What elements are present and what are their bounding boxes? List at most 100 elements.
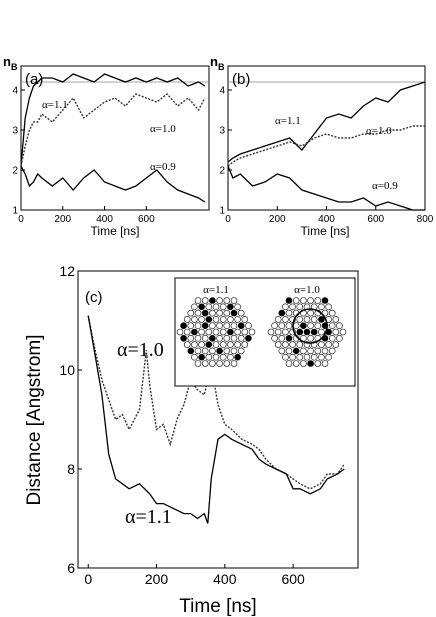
particle: [198, 316, 205, 323]
particle: [285, 334, 293, 342]
particle: [318, 341, 325, 348]
particle: [282, 303, 289, 311]
particle: [245, 322, 252, 330]
particle: [209, 322, 216, 330]
particle: [201, 322, 209, 330]
particle: [227, 341, 234, 348]
particle: [201, 334, 209, 342]
particle: [219, 316, 227, 323]
panel-b-label: (b): [232, 71, 250, 88]
panel-a-ann-a11: α=1.1: [42, 99, 68, 111]
panel-a-frame: [20, 65, 210, 211]
particle: [194, 360, 202, 367]
panel-b-ann-a09: α=0.9: [372, 180, 398, 192]
panel-b-ylabel-sub: B: [218, 62, 225, 72]
particle: [230, 322, 238, 330]
particle: [223, 297, 231, 304]
particle: [230, 334, 238, 342]
particle: [194, 322, 202, 330]
x-tick-label: 200: [54, 214, 71, 225]
particle: [282, 328, 289, 336]
particle: [198, 341, 205, 348]
particle: [274, 316, 282, 323]
particle: [191, 316, 198, 323]
particle: [339, 328, 347, 336]
particle: [307, 347, 314, 355]
particle: [216, 360, 223, 367]
panel-a-ann-a09: α=0.9: [150, 161, 176, 173]
particle: [216, 297, 223, 304]
particle: [216, 347, 223, 355]
x-tick-label: 600: [367, 214, 384, 225]
particle: [289, 341, 296, 348]
panel-b-ylabel: nB: [210, 54, 225, 72]
panel-c-frame: [77, 270, 359, 569]
particle: [300, 360, 307, 367]
particle: [194, 309, 202, 317]
particle: [191, 303, 198, 311]
particle: [296, 316, 304, 323]
particle: [271, 322, 278, 330]
particle: [307, 309, 314, 317]
particle: [234, 303, 241, 311]
particle: [292, 360, 300, 367]
particle: [212, 316, 220, 323]
particle: [285, 309, 293, 317]
particle: [230, 297, 238, 304]
series-line-1: [87, 315, 345, 490]
particle: [328, 309, 336, 317]
particle: [223, 322, 231, 330]
y-tick-label: 6: [67, 560, 75, 576]
particle: [219, 328, 227, 336]
particle: [314, 360, 322, 367]
particle: [230, 360, 238, 367]
panel-c-series: [87, 315, 345, 524]
series-line-1: [20, 73, 206, 167]
x-tick-label: 200: [145, 571, 169, 587]
particle: [310, 353, 318, 361]
particle: [328, 322, 336, 330]
particle: [296, 303, 304, 311]
series-line-1: [227, 81, 426, 163]
particle: [223, 360, 231, 367]
particle: [201, 309, 209, 317]
particle: [332, 341, 340, 348]
y-tick-label: 4: [219, 86, 225, 97]
particle: [310, 328, 318, 336]
particle: [318, 353, 325, 361]
y-tick-label: 1: [12, 206, 18, 217]
particle: [201, 360, 209, 367]
series-line-3: [227, 165, 425, 211]
particle: [289, 303, 296, 311]
particle: [219, 303, 227, 311]
inset-particles-left: [176, 297, 256, 367]
particle: [336, 334, 343, 342]
inset-label-a10: α=1.0: [294, 284, 320, 296]
inset-frame: [174, 277, 356, 387]
particle: [307, 334, 314, 342]
particle: [278, 334, 286, 342]
particle: [205, 303, 213, 311]
particle: [332, 328, 340, 336]
particle: [216, 322, 223, 330]
particle: [321, 347, 329, 355]
y-tick-label: 2: [219, 166, 225, 177]
particle: [191, 341, 198, 348]
particle: [278, 309, 286, 317]
particle: [274, 328, 282, 336]
particle: [325, 353, 332, 361]
particle: [282, 316, 289, 323]
particle: [303, 328, 311, 336]
particle: [285, 297, 293, 304]
particle: [209, 360, 216, 367]
y-tick-label: 3: [12, 126, 18, 137]
particle: [187, 309, 195, 317]
particle: [318, 303, 325, 311]
particle: [209, 347, 216, 355]
particle: [285, 360, 293, 367]
particle: [212, 341, 220, 348]
panel-a-ticks: 0 200 400 600 1 2 3 4: [12, 86, 155, 226]
particle: [227, 353, 234, 361]
particle: [234, 316, 241, 323]
panel-b-ylabel-n: n: [210, 54, 218, 69]
